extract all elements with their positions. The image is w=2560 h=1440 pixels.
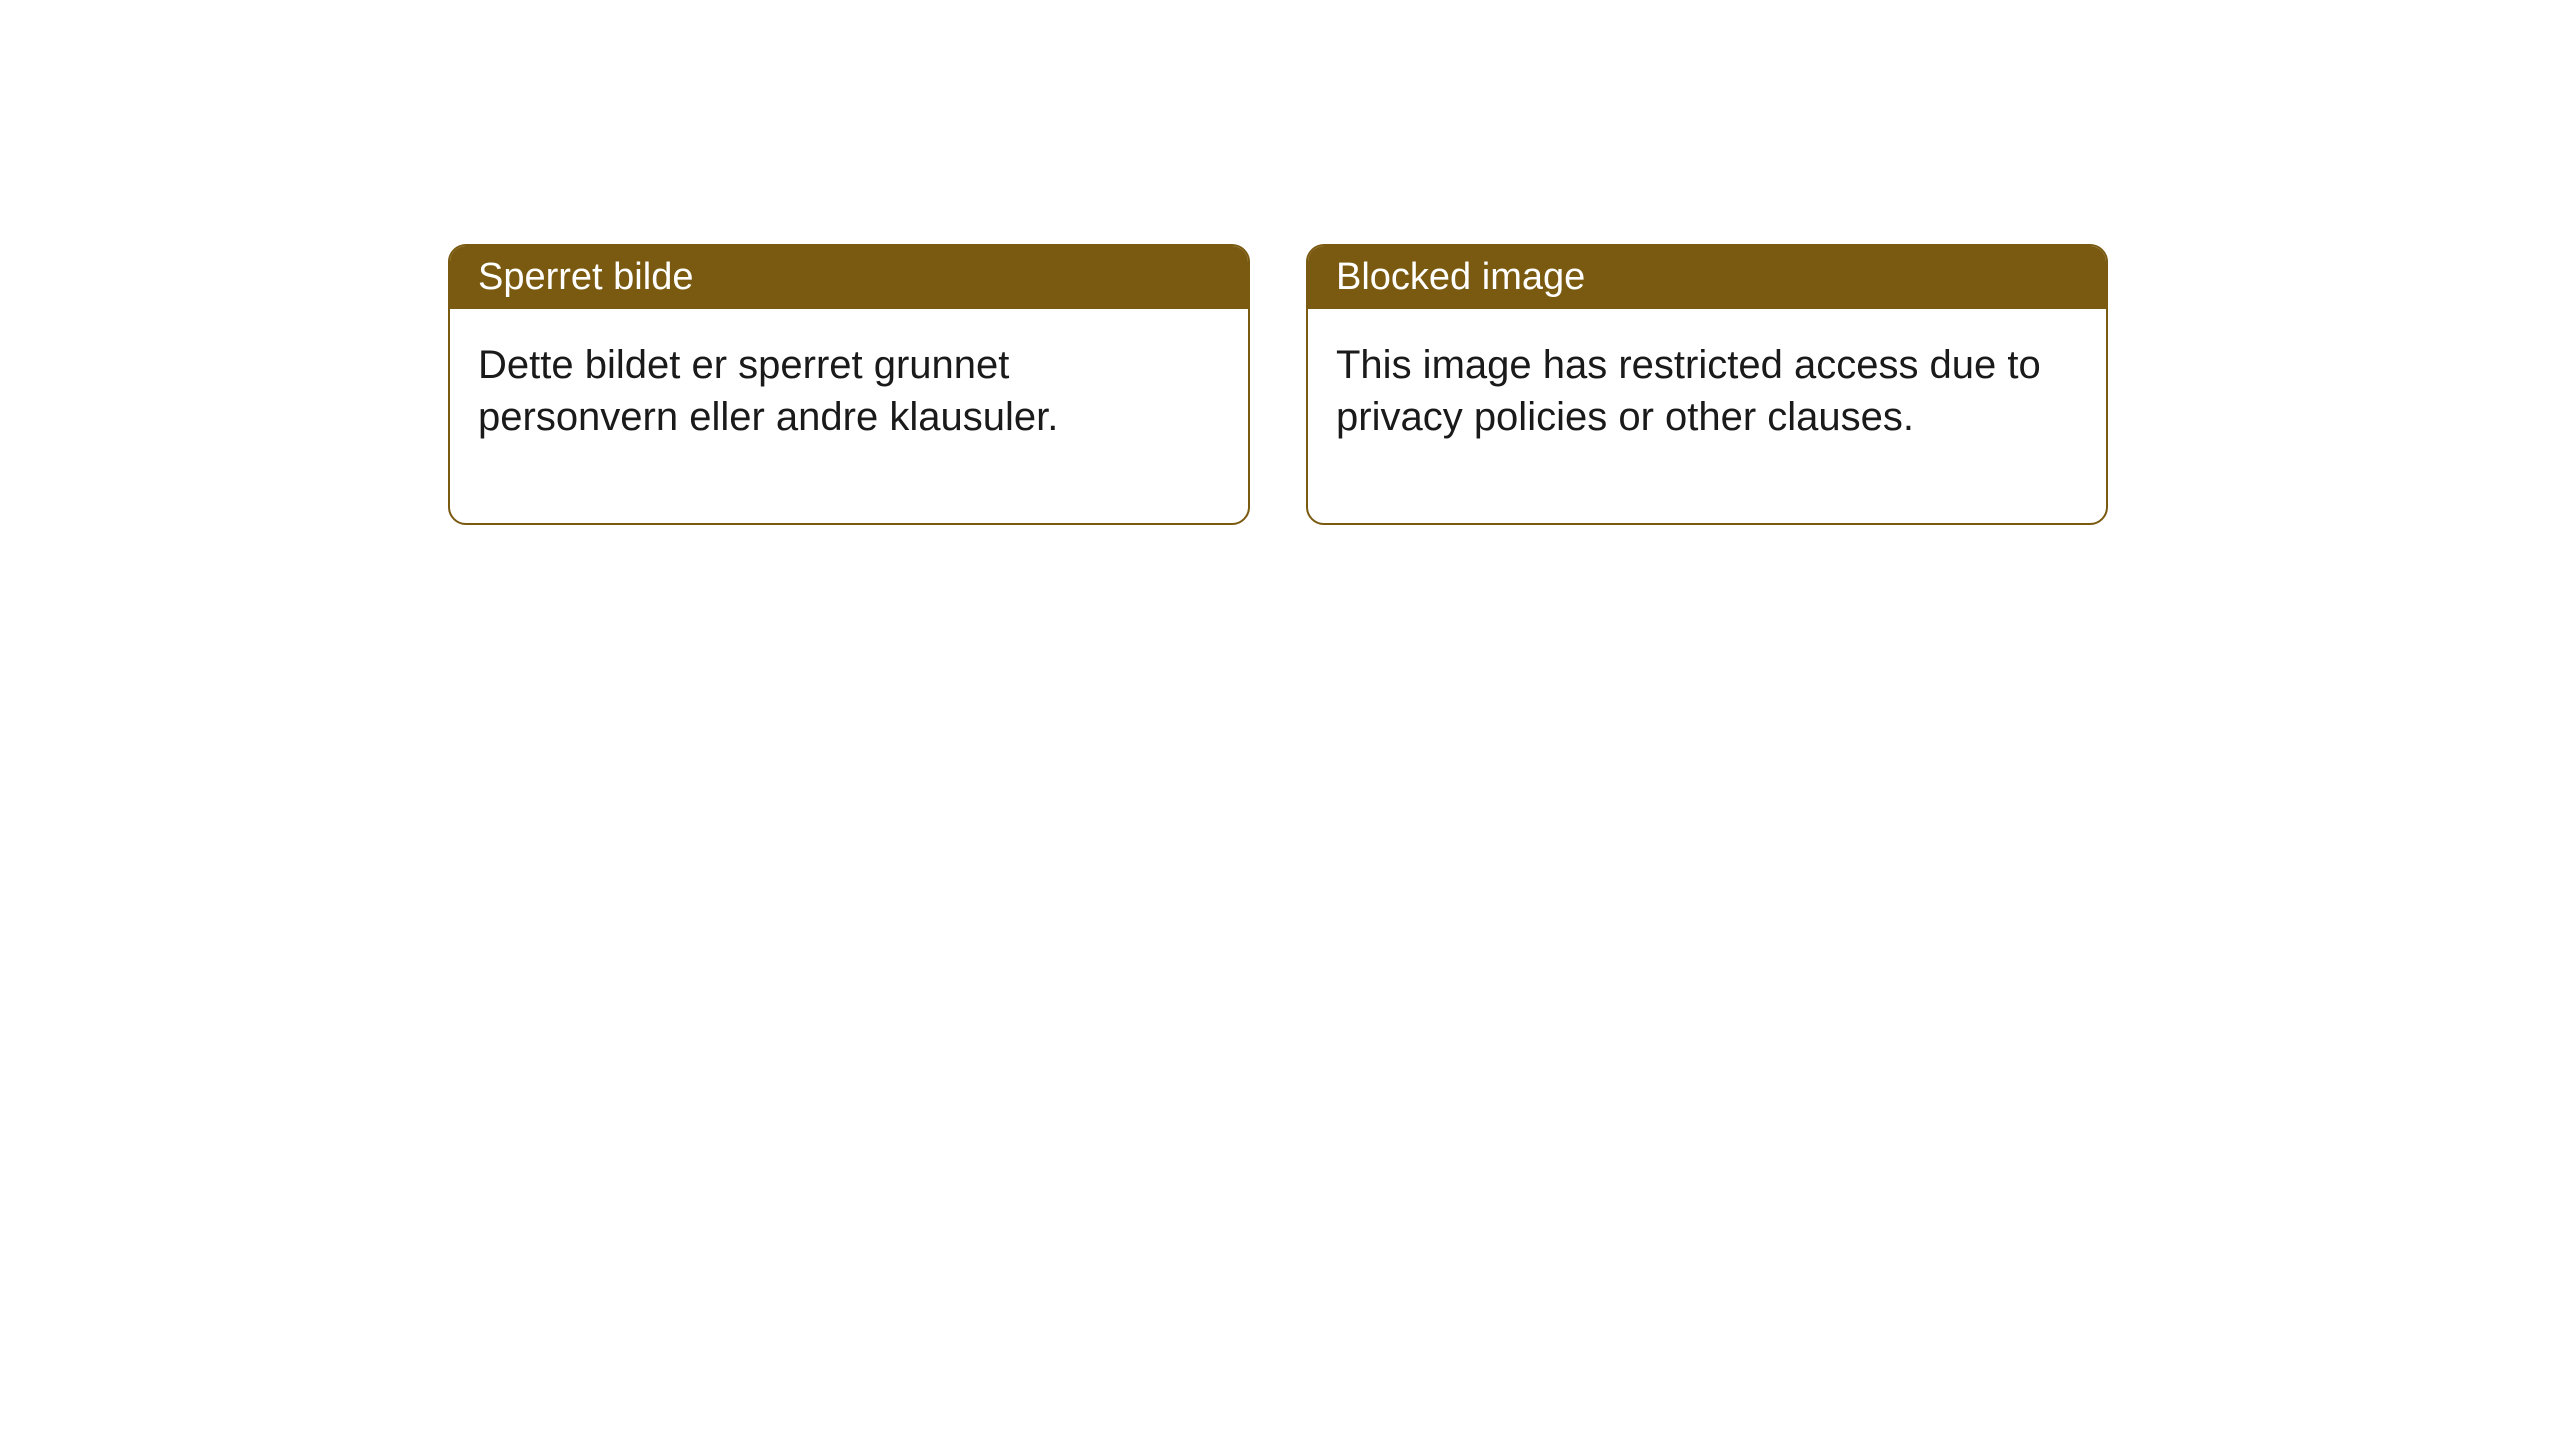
card-header-text: Sperret bilde <box>478 256 693 298</box>
notice-container: Sperret bilde Dette bildet er sperret gr… <box>448 244 2108 525</box>
card-body-text: This image has restricted access due to … <box>1336 343 2041 439</box>
card-header-text: Blocked image <box>1336 256 1585 298</box>
notice-card-norwegian: Sperret bilde Dette bildet er sperret gr… <box>448 244 1250 525</box>
card-body: This image has restricted access due to … <box>1308 309 2106 523</box>
card-header: Blocked image <box>1308 246 2106 309</box>
notice-card-english: Blocked image This image has restricted … <box>1306 244 2108 525</box>
card-body: Dette bildet er sperret grunnet personve… <box>450 309 1248 523</box>
card-header: Sperret bilde <box>450 246 1248 309</box>
card-body-text: Dette bildet er sperret grunnet personve… <box>478 343 1058 439</box>
